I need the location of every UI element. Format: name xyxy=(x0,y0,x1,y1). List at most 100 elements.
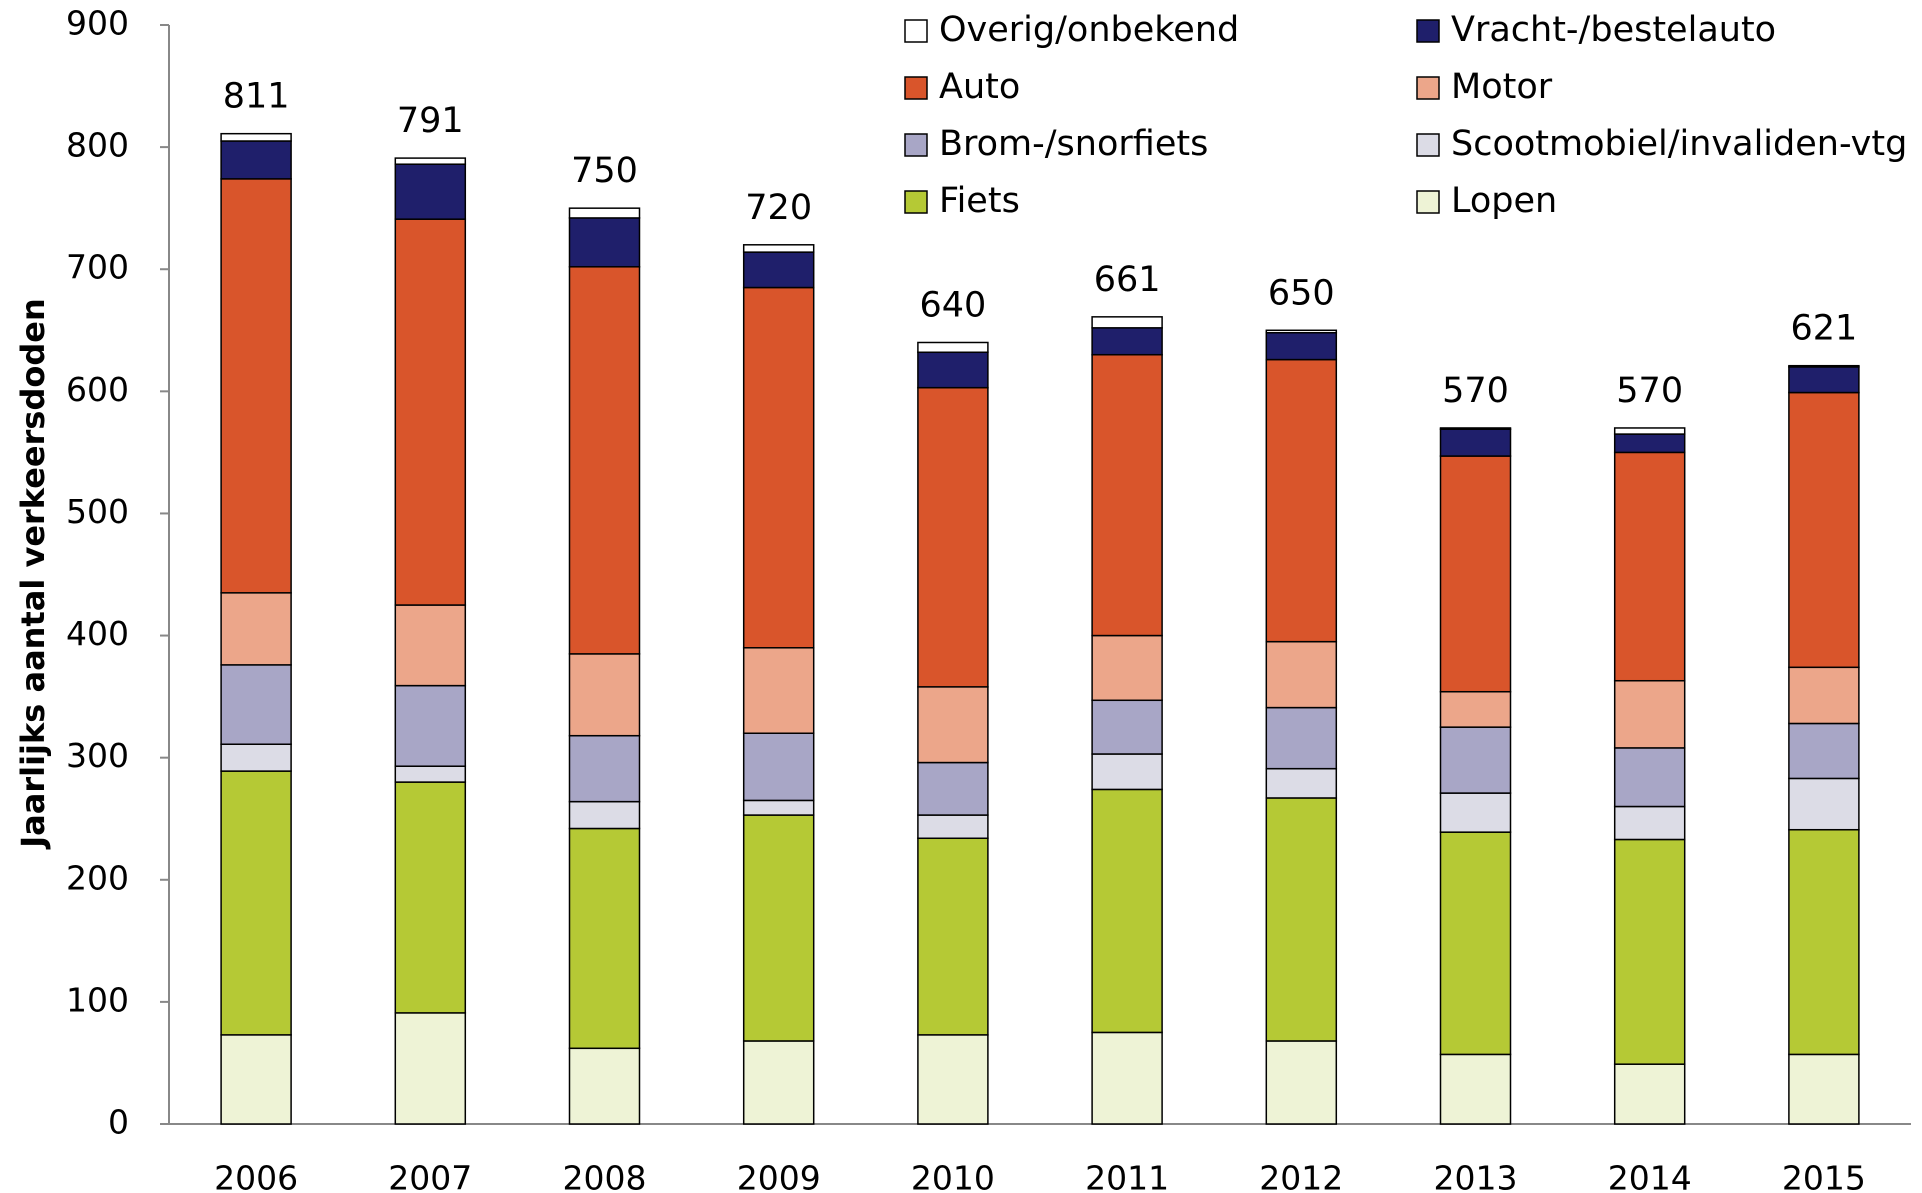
legend-swatch xyxy=(904,76,928,100)
bar-segment xyxy=(220,140,292,180)
bar-segment xyxy=(568,1047,641,1125)
y-tick-label: 900 xyxy=(66,4,129,43)
bar-segment xyxy=(1091,788,1163,1034)
bar-segment xyxy=(1265,797,1338,1042)
legend-label: Motor xyxy=(1451,67,1553,107)
bar-segment xyxy=(220,1034,292,1125)
legend-label: Lopen xyxy=(1451,181,1557,221)
bar-segment xyxy=(1788,1053,1860,1125)
bar-segment xyxy=(917,761,989,816)
legend-swatch xyxy=(904,190,928,214)
bar-segment xyxy=(1613,747,1686,808)
bar-segment xyxy=(568,207,641,219)
bar-segment xyxy=(568,266,641,655)
legend-label: Brom-/snorfiets xyxy=(939,124,1208,164)
y-tick-label: 100 xyxy=(66,980,129,1019)
y-tick-label: 600 xyxy=(66,370,129,409)
bar-segment xyxy=(742,647,815,734)
bar-segment xyxy=(1091,699,1163,755)
x-tick-label: 2008 xyxy=(563,1159,647,1193)
bar-segment xyxy=(568,653,641,737)
bar-segment xyxy=(1265,331,1338,361)
bar-segment xyxy=(1788,364,1860,368)
bar-segment xyxy=(1091,316,1163,329)
x-tick-label: 2006 xyxy=(214,1159,298,1193)
bar-segment xyxy=(1439,455,1512,693)
bar-segment xyxy=(1265,767,1338,799)
y-axis-label: Jaarlijks aantal verkeersdoden xyxy=(14,298,52,850)
bar-segment xyxy=(1613,433,1686,454)
bar-segment xyxy=(1265,329,1338,334)
legend-label: Vracht-/bestelauto xyxy=(1451,10,1776,50)
total-label: 720 xyxy=(745,188,812,228)
bar-segment xyxy=(1091,353,1163,637)
legend-swatch xyxy=(904,133,928,157)
y-tick-label: 300 xyxy=(66,736,129,775)
bar-segment xyxy=(917,386,989,688)
total-label: 811 xyxy=(223,77,290,117)
bar-segment xyxy=(917,1034,989,1125)
legend-swatch xyxy=(1416,133,1440,157)
legend-swatch xyxy=(1416,76,1440,100)
bar-segment xyxy=(220,592,292,666)
bar-segment xyxy=(1613,805,1686,841)
bar-segment xyxy=(1613,451,1686,682)
bar-segment xyxy=(1788,828,1860,1056)
bar-segment xyxy=(220,743,292,772)
bar-segment xyxy=(1439,428,1512,457)
bar-segment xyxy=(220,178,292,594)
bar-segment xyxy=(742,799,815,816)
bar-segment xyxy=(1265,640,1338,709)
bar-segment xyxy=(394,157,467,165)
bar-segment xyxy=(394,781,467,1014)
bar-segment xyxy=(742,732,815,802)
legend-swatch xyxy=(1416,190,1440,214)
bar-segment xyxy=(394,684,467,767)
total-label: 661 xyxy=(1094,260,1161,300)
total-label: 570 xyxy=(1616,371,1683,411)
bar-segment xyxy=(1439,792,1512,833)
y-tick-label: 700 xyxy=(66,248,129,287)
x-tick-label: 2014 xyxy=(1608,1159,1692,1193)
bar-segment xyxy=(1439,427,1512,430)
bar-segment xyxy=(568,827,641,1050)
y-tick-label: 0 xyxy=(108,1103,129,1142)
bar-segment xyxy=(742,286,815,649)
y-tick-label: 800 xyxy=(66,126,129,165)
bar-segment xyxy=(1439,1053,1512,1125)
legend-label: Auto xyxy=(939,67,1020,107)
x-tick-label: 2010 xyxy=(911,1159,995,1193)
bar-segment xyxy=(917,686,989,764)
bar-segment xyxy=(394,163,467,220)
bar-segment xyxy=(917,814,989,840)
bar-segment xyxy=(1788,391,1860,669)
total-label: 650 xyxy=(1268,273,1335,313)
bar-segment xyxy=(568,734,641,803)
total-label: 621 xyxy=(1790,309,1857,349)
bar-segment xyxy=(1091,1031,1163,1125)
bar-segment xyxy=(220,664,292,745)
bar-segment xyxy=(1091,753,1163,791)
bar-segment xyxy=(1788,777,1860,831)
bar-segment xyxy=(568,800,641,830)
bar-segment xyxy=(917,351,989,389)
bar-segment xyxy=(1091,634,1163,702)
bar-segment xyxy=(394,218,467,606)
bar-segment xyxy=(1613,427,1686,435)
legend-swatch xyxy=(1416,19,1440,43)
x-tick-label: 2015 xyxy=(1782,1159,1866,1193)
bar-segment xyxy=(742,251,815,289)
bar-segment xyxy=(1439,831,1512,1056)
bar-segment xyxy=(220,770,292,1036)
y-tick-label: 400 xyxy=(66,614,129,653)
x-tick-label: 2013 xyxy=(1434,1159,1518,1193)
legend-label: Scootmobiel/invaliden-vtg xyxy=(1451,124,1907,164)
bar-segment xyxy=(917,837,989,1036)
bar-segment xyxy=(1788,722,1860,780)
bar-segment xyxy=(1091,327,1163,356)
bar-segment xyxy=(394,1012,467,1125)
bar-segment xyxy=(220,132,292,142)
bar-segment xyxy=(742,244,815,253)
x-tick-label: 2011 xyxy=(1085,1159,1169,1193)
bar-segment xyxy=(394,765,467,783)
